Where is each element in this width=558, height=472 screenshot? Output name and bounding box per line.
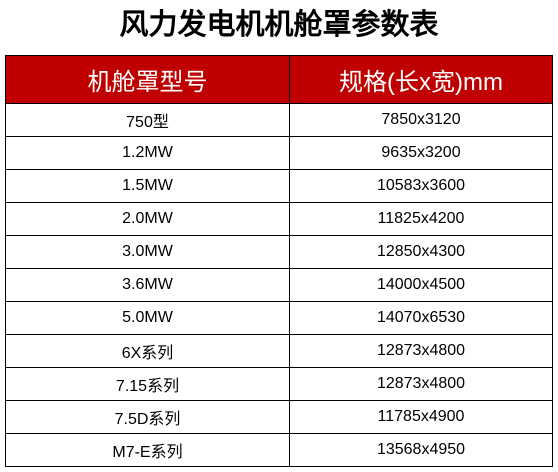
table-cell: 7850x3120	[289, 103, 553, 137]
table-cell: 12873x4800	[289, 367, 553, 401]
table-cell: 7.15系列	[5, 367, 290, 401]
table-cell: 750型	[5, 103, 290, 137]
param-table: 机舱罩型号 规格(长x宽)mm 750型 7850x3120 1.2MW 9635x32…	[5, 55, 553, 467]
table-cell: 14000x4500	[289, 268, 553, 302]
table-row: 5.0MW 14070x6530	[5, 301, 553, 335]
table-cell: 1.2MW	[5, 136, 290, 170]
table-cell: 11785x4900	[289, 400, 553, 434]
table-cell: 11825x4200	[289, 202, 553, 236]
table-cell: 6X系列	[5, 334, 290, 368]
table-cell: 12850x4300	[289, 235, 553, 269]
table-cell: M7-E系列	[5, 433, 290, 467]
header-row: 机舱罩型号 规格(长x宽)mm	[5, 55, 553, 104]
table-row: 7.5D系列 11785x4900	[5, 400, 553, 434]
table-cell: 2.0MW	[5, 202, 290, 236]
table-row: 3.6MW 14000x4500	[5, 268, 553, 302]
title: 风力发电机机舱罩参数表	[119, 9, 439, 41]
table-cell: 9635x3200	[289, 136, 553, 170]
table-row: 1.2MW 9635x3200	[5, 136, 553, 170]
table-cell: 1.5MW	[5, 169, 290, 203]
table-cell: 3.0MW	[5, 235, 290, 269]
table-row: 3.0MW 12850x4300	[5, 235, 553, 269]
table-cell: 3.6MW	[5, 268, 290, 302]
table-cell: 12873x4800	[289, 334, 553, 368]
table-row: 7.15系列 12873x4800	[5, 367, 553, 401]
table-cell: 10583x3600	[289, 169, 553, 203]
header-cell: 机舱罩型号	[5, 55, 290, 104]
table-row: 1.5MW 10583x3600	[5, 169, 553, 203]
table-cell: 14070x6530	[289, 301, 553, 335]
table-row: 6X系列 12873x4800	[5, 334, 553, 368]
table-cell: 7.5D系列	[5, 400, 290, 434]
table-row: 2.0MW 11825x4200	[5, 202, 553, 236]
header-cell: 规格(长x宽)mm	[289, 55, 553, 104]
table-row: M7-E系列 13568x4950	[5, 433, 553, 467]
table-cell: 5.0MW	[5, 301, 290, 335]
table-body: 750型 7850x3120 1.2MW 9635x3200 1.5MW 10583x36…	[5, 103, 553, 467]
table-cell: 13568x4950	[289, 433, 553, 467]
table-row: 750型 7850x3120	[5, 103, 553, 137]
